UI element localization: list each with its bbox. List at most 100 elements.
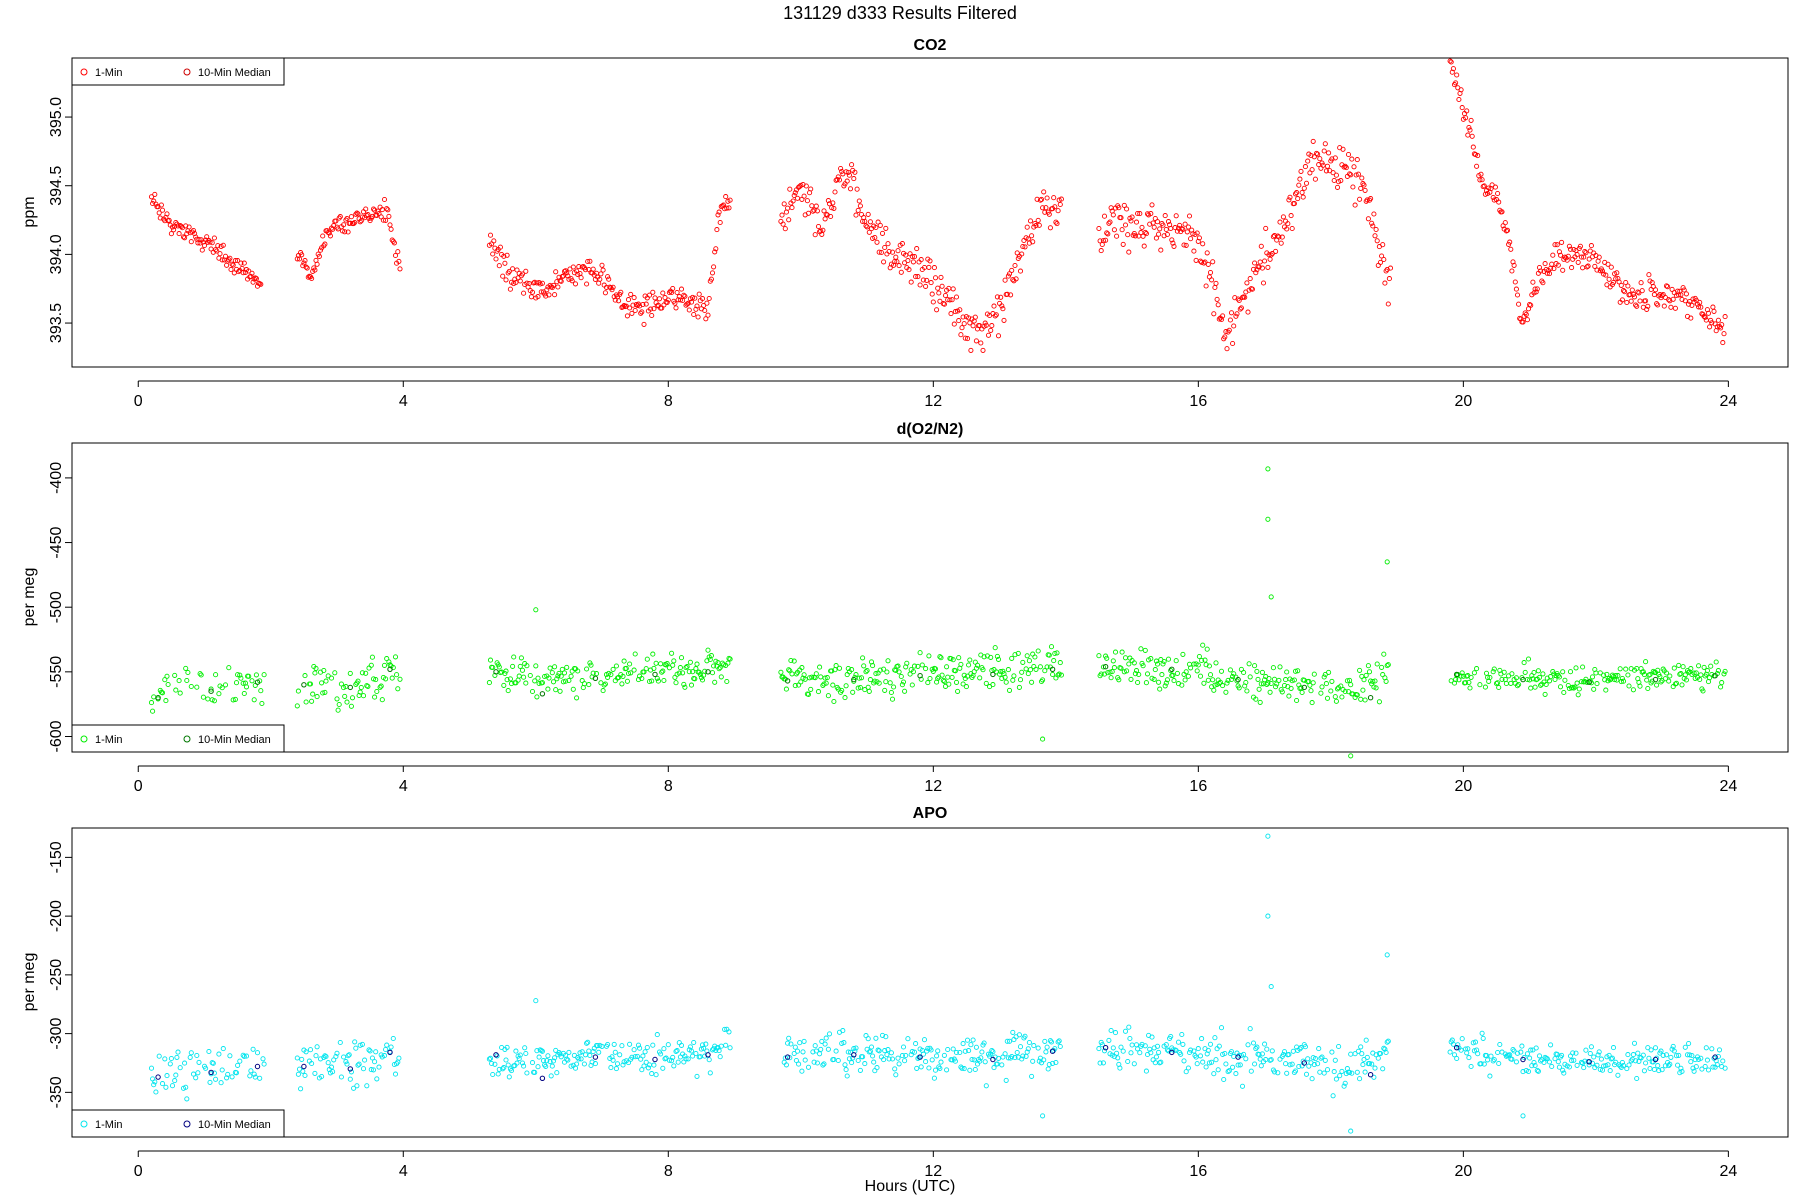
data-point-median-apo (917, 1054, 923, 1060)
data-point-1min-o2n2 (1244, 688, 1250, 694)
data-point-1min-co2 (1557, 252, 1564, 258)
data-point-1min-apo (392, 1071, 399, 1077)
data-point-1min-co2 (558, 278, 564, 284)
data-point-1min-apo (1678, 1065, 1684, 1071)
data-point-1min-co2 (1470, 144, 1476, 150)
data-point-1min-co2 (1321, 148, 1327, 154)
data-point-1min-co2 (999, 303, 1005, 309)
data-point-1min-apo (1158, 1059, 1164, 1065)
data-point-1min-co2 (231, 270, 237, 276)
data-point-1min-co2 (1338, 178, 1344, 184)
data-point-1min-o2n2 (1721, 671, 1727, 677)
data-point-1min-apo (870, 1053, 876, 1059)
data-point-1min-co2 (1628, 298, 1634, 304)
data-point-1min-co2 (555, 284, 561, 290)
data-point-1min-co2 (1129, 214, 1135, 220)
data-point-1min-o2n2 (1126, 661, 1132, 667)
data-point-1min-co2 (497, 244, 503, 250)
data-point-1min-co2 (813, 203, 819, 209)
data-point-1min-apo (896, 1061, 902, 1067)
data-point-1min-co2 (1256, 264, 1262, 270)
data-point-1min-o2n2 (973, 665, 979, 671)
data-point-1min-o2n2 (1374, 661, 1380, 667)
data-point-1min-co2 (584, 281, 590, 287)
data-point-1min-o2n2 (358, 684, 364, 691)
data-point-1min-apo (972, 1066, 978, 1073)
data-point-1min-o2n2 (200, 694, 206, 700)
data-point-1min-co2 (553, 269, 559, 275)
data-point-1min-apo (1671, 1048, 1677, 1054)
data-point-1min-apo (1011, 1037, 1017, 1043)
data-point-1min-o2n2 (1381, 651, 1387, 657)
data-point-1min-co2 (1008, 292, 1014, 298)
data-point-1min-apo (1546, 1059, 1553, 1065)
data-point-1min-co2 (1273, 248, 1279, 254)
data-point-1min-o2n2 (1256, 686, 1262, 692)
data-point-1min-o2n2 (843, 683, 849, 689)
data-point-1min-o2n2 (646, 678, 653, 685)
data-point-1min-co2 (556, 274, 562, 280)
data-point-1min-apo (1372, 1065, 1378, 1071)
data-point-1min-co2 (822, 216, 828, 222)
data-point-1min-o2n2 (1556, 674, 1562, 680)
data-point-1min-co2 (190, 227, 197, 234)
data-point-1min-apo (367, 1048, 373, 1054)
data-point-1min-co2 (241, 260, 247, 266)
data-point-1min-o2n2 (1522, 669, 1528, 675)
data-point-1min-o2n2 (302, 673, 308, 679)
data-point-1min-co2 (988, 327, 994, 333)
data-point-1min-co2 (1285, 221, 1291, 227)
data-point-1min-o2n2 (1618, 679, 1624, 685)
data-point-1min-apo (962, 1048, 968, 1054)
data-point-1min-o2n2 (521, 674, 527, 680)
data-point-1min-apo (582, 1052, 589, 1058)
data-point-1min-apo (1377, 1051, 1384, 1057)
data-point-1min-o2n2 (1168, 668, 1174, 674)
data-point-median-o2n2 (990, 671, 996, 678)
data-point-1min-co2 (180, 234, 187, 240)
data-point-1min-co2 (970, 323, 976, 329)
data-point-1min-co2 (1614, 270, 1620, 276)
data-point-1min-apo (862, 1061, 868, 1067)
data-point-1min-o2n2 (1157, 686, 1163, 692)
data-point-1min-co2 (359, 214, 365, 220)
data-point-1min-apo (1003, 1077, 1009, 1083)
data-point-1min-co2 (682, 293, 688, 299)
data-point-median-o2n2 (1520, 676, 1526, 683)
data-point-1min-apo (902, 1058, 908, 1064)
data-point-1min-co2 (605, 274, 611, 280)
data-point-1min-apo (579, 1049, 585, 1055)
data-point-1min-co2 (1184, 229, 1190, 235)
data-point-1min-co2 (1014, 250, 1020, 256)
data-point-1min-o2n2 (377, 684, 383, 690)
data-point-1min-o2n2 (1474, 666, 1480, 672)
data-point-1min-o2n2 (1159, 672, 1165, 678)
data-point-1min-o2n2 (966, 662, 972, 668)
data-point-1min-co2 (1131, 230, 1137, 237)
data-point-1min-apo (959, 1065, 965, 1071)
data-point-1min-o2n2 (1666, 678, 1672, 684)
data-point-1min-co2 (209, 240, 215, 246)
data-point-1min-apo (508, 1068, 515, 1074)
data-point-1min-co2 (910, 259, 916, 265)
data-point-1min-apo (643, 1059, 649, 1065)
data-point-1min-o2n2 (359, 670, 365, 676)
data-point-1min-apo (1292, 1068, 1299, 1074)
data-point-1min-o2n2 (1496, 684, 1502, 691)
data-point-1min-co2 (391, 240, 397, 246)
data-point-1min-co2 (1502, 220, 1508, 226)
data-point-1min-o2n2 (1005, 667, 1011, 673)
data-point-1min-apo (506, 1074, 512, 1080)
data-point-1min-co2 (939, 283, 945, 289)
data-point-1min-o2n2 (666, 665, 672, 671)
data-point-1min-o2n2 (1532, 684, 1538, 690)
data-point-1min-co2 (1249, 286, 1255, 292)
data-point-1min-apo (1468, 1063, 1474, 1070)
data-point-1min-co2 (695, 314, 701, 320)
data-point-1min-o2n2 (620, 673, 626, 679)
data-point-1min-o2n2 (547, 665, 553, 671)
data-point-1min-apo (1495, 1049, 1501, 1056)
data-point-1min-apo (842, 1062, 848, 1068)
data-point-1min-o2n2 (967, 657, 973, 663)
data-point-1min-co2 (539, 280, 545, 286)
